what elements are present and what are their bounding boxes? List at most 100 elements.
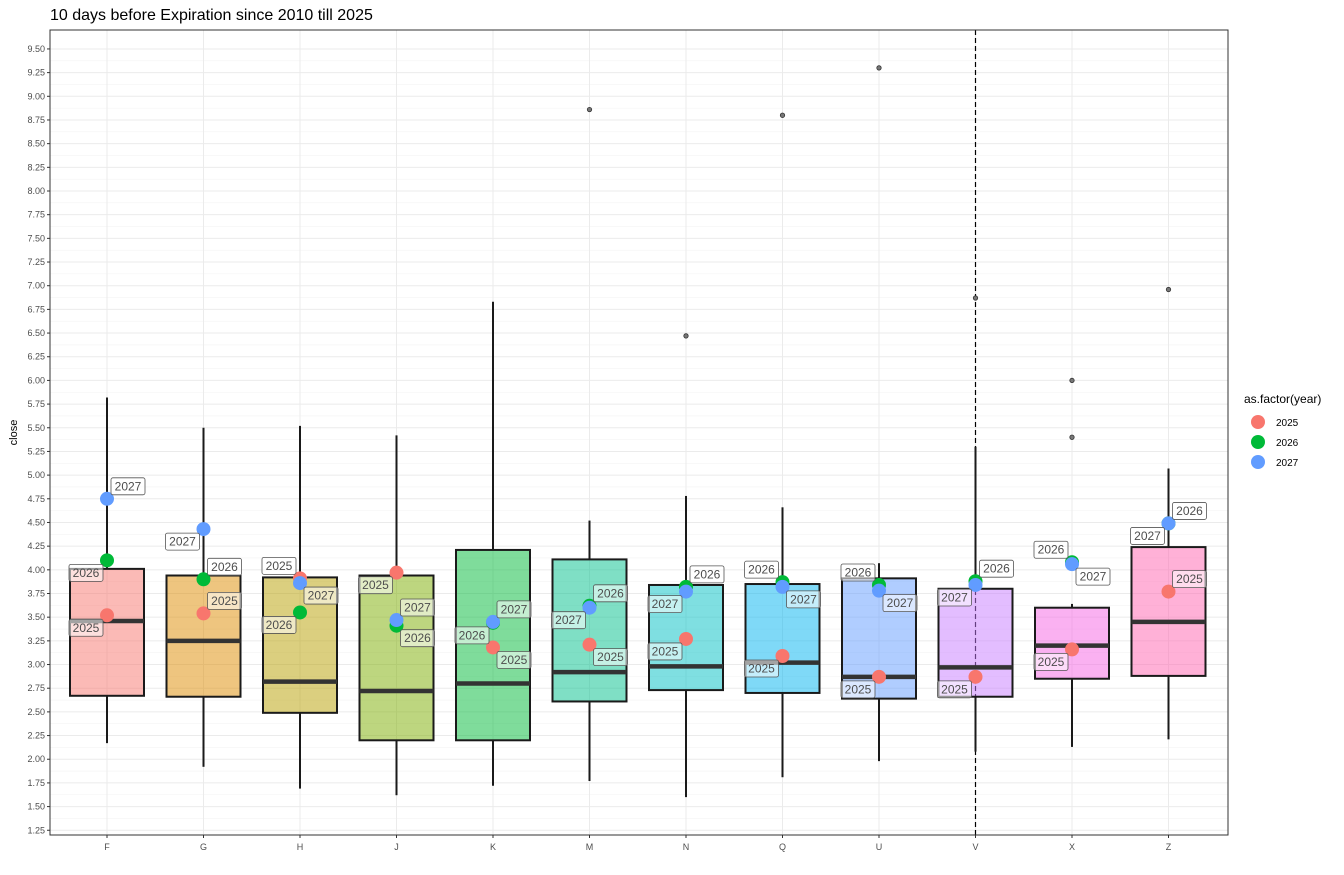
point-label-U-2027: 2027 <box>882 594 918 613</box>
label-text: 2026 <box>1176 504 1203 518</box>
label-text: 2027 <box>501 602 528 616</box>
label-text: 2025 <box>1176 572 1203 586</box>
y-tick-label: 1.75 <box>27 778 45 788</box>
outlier-point <box>1069 377 1075 384</box>
box-body <box>1130 546 1207 677</box>
label-text: 2025 <box>266 559 293 573</box>
point-label-Q-2025: 2025 <box>744 659 779 678</box>
label-text: 2025 <box>1038 655 1065 669</box>
point-Z-2025 <box>1161 584 1176 599</box>
label-text: 2026 <box>1038 543 1065 557</box>
point-label-Z-2026: 2026 <box>1172 502 1207 520</box>
label-box <box>358 576 393 595</box>
label-text: 2025 <box>597 650 624 664</box>
point-label-V-2027: 2027 <box>937 588 972 607</box>
label-box <box>882 594 918 613</box>
point-label-U-2026: 2026 <box>840 563 876 582</box>
label-box <box>744 560 779 579</box>
label-box <box>551 611 586 630</box>
point-Z-2027 <box>1161 516 1176 531</box>
point-K-2025 <box>486 640 500 655</box>
label-box <box>261 616 297 634</box>
label-text: 2026 <box>983 562 1010 576</box>
label-text: 2027 <box>941 590 968 604</box>
label-box <box>647 642 683 661</box>
point-M-2025 <box>582 637 597 652</box>
point-label-N-2026: 2026 <box>689 565 725 584</box>
label-text: 2025 <box>748 662 775 676</box>
label-box <box>689 565 725 584</box>
label-box <box>207 591 242 610</box>
y-tick-label: 3.50 <box>27 612 45 622</box>
point-F-2025 <box>100 608 114 623</box>
label-text: 2025 <box>73 621 100 635</box>
point-M-2027 <box>582 600 597 615</box>
point-G-2025 <box>196 606 211 621</box>
outlier-point <box>683 333 689 339</box>
label-box <box>400 629 435 648</box>
chart-title: 10 days before Expiration since 2010 til… <box>50 7 373 24</box>
point-Q-2027 <box>775 579 790 594</box>
legend-label-2027: 2027 <box>1276 458 1299 469</box>
label-text: 2026 <box>597 586 624 600</box>
y-tick-label: 7.00 <box>27 281 45 291</box>
point-label-M-2026: 2026 <box>593 584 628 603</box>
point-Q-2025 <box>775 649 790 664</box>
y-tick-label: 8.75 <box>27 115 45 125</box>
label-box <box>496 651 532 669</box>
point-label-K-2025: 2025 <box>496 651 532 669</box>
label-text: 2025 <box>362 578 389 592</box>
point-X-2025 <box>1065 642 1079 657</box>
label-box <box>840 680 876 699</box>
x-tick-label: Q <box>779 842 786 852</box>
y-tick-label: 2.00 <box>27 754 45 764</box>
box-U <box>841 65 917 762</box>
point-label-F-2026: 2026 <box>68 563 104 582</box>
label-box <box>1033 652 1069 671</box>
legend-label-2025: 2025 <box>1276 418 1299 429</box>
y-tick-label: 6.25 <box>27 352 45 362</box>
point-F-2026 <box>100 553 114 568</box>
point-V-2027 <box>968 577 983 592</box>
y-tick-label: 5.50 <box>27 423 45 433</box>
label-text: 2026 <box>211 560 238 574</box>
point-G-2026 <box>196 572 211 587</box>
y-tick-label: 1.50 <box>27 802 45 812</box>
label-text: 2026 <box>748 563 775 577</box>
x-tick-label: K <box>490 842 496 852</box>
point-G-2027 <box>196 522 211 537</box>
y-tick-label: 4.75 <box>27 494 45 504</box>
label-box <box>454 626 490 645</box>
point-U-2025 <box>872 669 886 684</box>
point-J-2027 <box>389 613 404 628</box>
label-box <box>1075 567 1111 586</box>
label-box <box>261 556 297 575</box>
label-box <box>937 680 972 699</box>
label-text: 2026 <box>694 567 721 581</box>
point-F-2027 <box>100 491 114 506</box>
label-text: 2027 <box>555 613 582 627</box>
label-box <box>1130 527 1165 545</box>
label-box <box>840 563 876 582</box>
label-text: 2027 <box>169 535 196 549</box>
label-text: 2027 <box>790 592 817 606</box>
x-tick-label: F <box>104 842 110 852</box>
label-text: 2027 <box>308 589 335 603</box>
grid <box>50 30 1228 835</box>
y-tick-label: 5.25 <box>27 446 45 456</box>
x-tick-label: X <box>1069 842 1075 852</box>
label-box <box>110 477 146 496</box>
label-text: 2027 <box>404 601 431 615</box>
point-H-2027 <box>293 576 307 591</box>
x-tick-label: Z <box>1166 842 1172 852</box>
point-K-2027 <box>486 614 500 629</box>
y-tick-label: 9.00 <box>27 91 45 101</box>
point-label-H-2025: 2025 <box>261 556 297 575</box>
y-tick-label: 4.25 <box>27 541 45 551</box>
x-tick-label: M <box>586 842 594 852</box>
point-label-M-2025: 2025 <box>593 648 628 667</box>
outlier-point <box>1069 434 1075 440</box>
label-text: 2025 <box>652 644 679 658</box>
point-label-G-2026: 2026 <box>207 557 242 576</box>
label-box <box>937 588 972 607</box>
